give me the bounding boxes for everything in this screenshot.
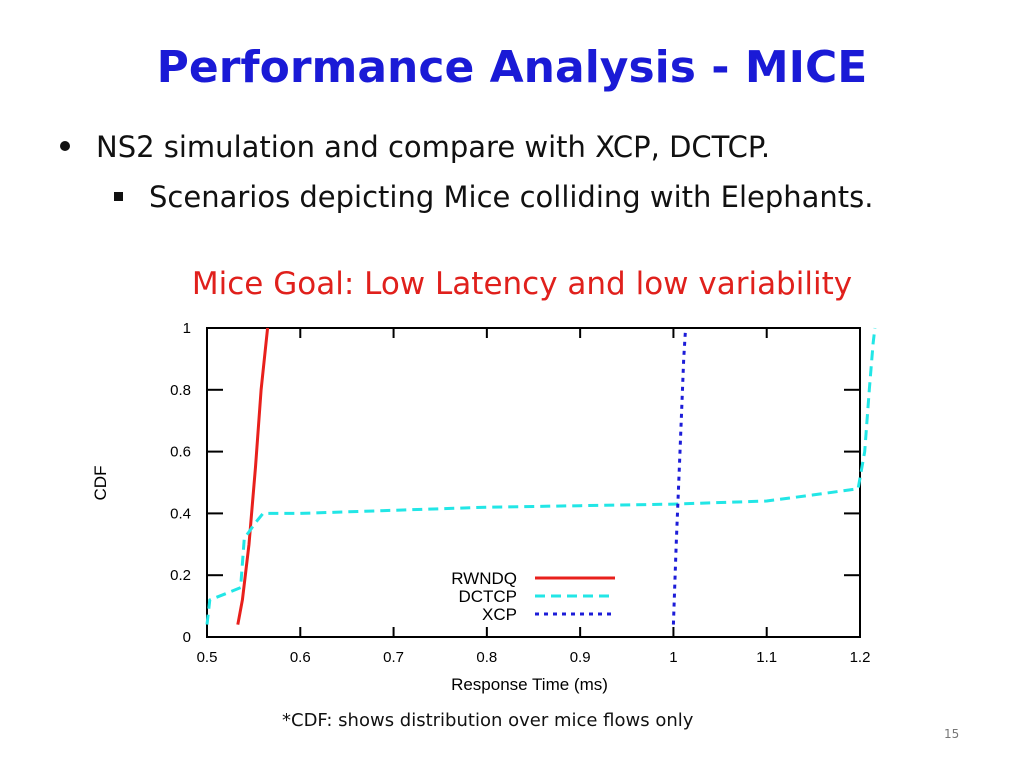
series-line-rwndq (236, 327, 270, 625)
x-tick-label: 1 (669, 649, 677, 666)
x-tick-label: 1.2 (850, 649, 871, 666)
y-tick-label: 0.2 (170, 567, 191, 584)
y-axis-label: CDF (91, 466, 110, 501)
y-tick-label: 0.6 (170, 444, 191, 461)
x-tick-label: 0.7 (383, 649, 404, 666)
sub-bullet-text-1: Scenarios depicting Mice colliding with … (149, 180, 874, 214)
x-tick-label: 0.8 (476, 649, 497, 666)
y-tick-label: 0.4 (170, 505, 191, 522)
x-tick-label: 1.1 (756, 649, 777, 666)
plot-frame (206, 327, 861, 638)
slide-title: Performance Analysis - MICE (156, 42, 868, 93)
page-number: 15 (944, 727, 960, 741)
x-tick-label: 0.5 (197, 649, 218, 666)
x-axis-label: Response Time (ms) (451, 675, 608, 694)
sub-bullet-item-1: Scenarios depicting Mice colliding with … (114, 180, 874, 214)
footnote: *CDF: shows distribution over mice flows… (282, 710, 694, 731)
bullet-item-1: NS2 simulation and compare with XCP, DCT… (60, 130, 770, 164)
bullet-text-1: NS2 simulation and compare with XCP, DCT… (96, 130, 771, 164)
cdf-chart: 0.5 0.6 0.7 0.8 0.9 1 1.1 1.2 0 0.2 0.4 0.6 0.8 1 RWN… (91, 320, 877, 694)
y-tick-label: 0 (183, 629, 191, 646)
y-tick-label: 1 (183, 320, 191, 337)
series-line-xcp (671, 327, 688, 625)
series-line-dctcp (205, 327, 877, 625)
x-tick-label: 0.9 (570, 649, 591, 666)
legend-label-rwndq: RWNDQ (451, 569, 517, 588)
legend-label-dctcp: DCTCP (458, 587, 517, 606)
bullet-square-icon (114, 191, 123, 201)
x-tick-label: 0.6 (290, 649, 311, 666)
goal-subtitle: Mice Goal: Low Latency and low variabili… (191, 266, 853, 302)
legend-label-xcp: XCP (482, 605, 517, 624)
bullet-dot-icon (60, 141, 70, 151)
y-tick-label: 0.8 (170, 382, 191, 399)
